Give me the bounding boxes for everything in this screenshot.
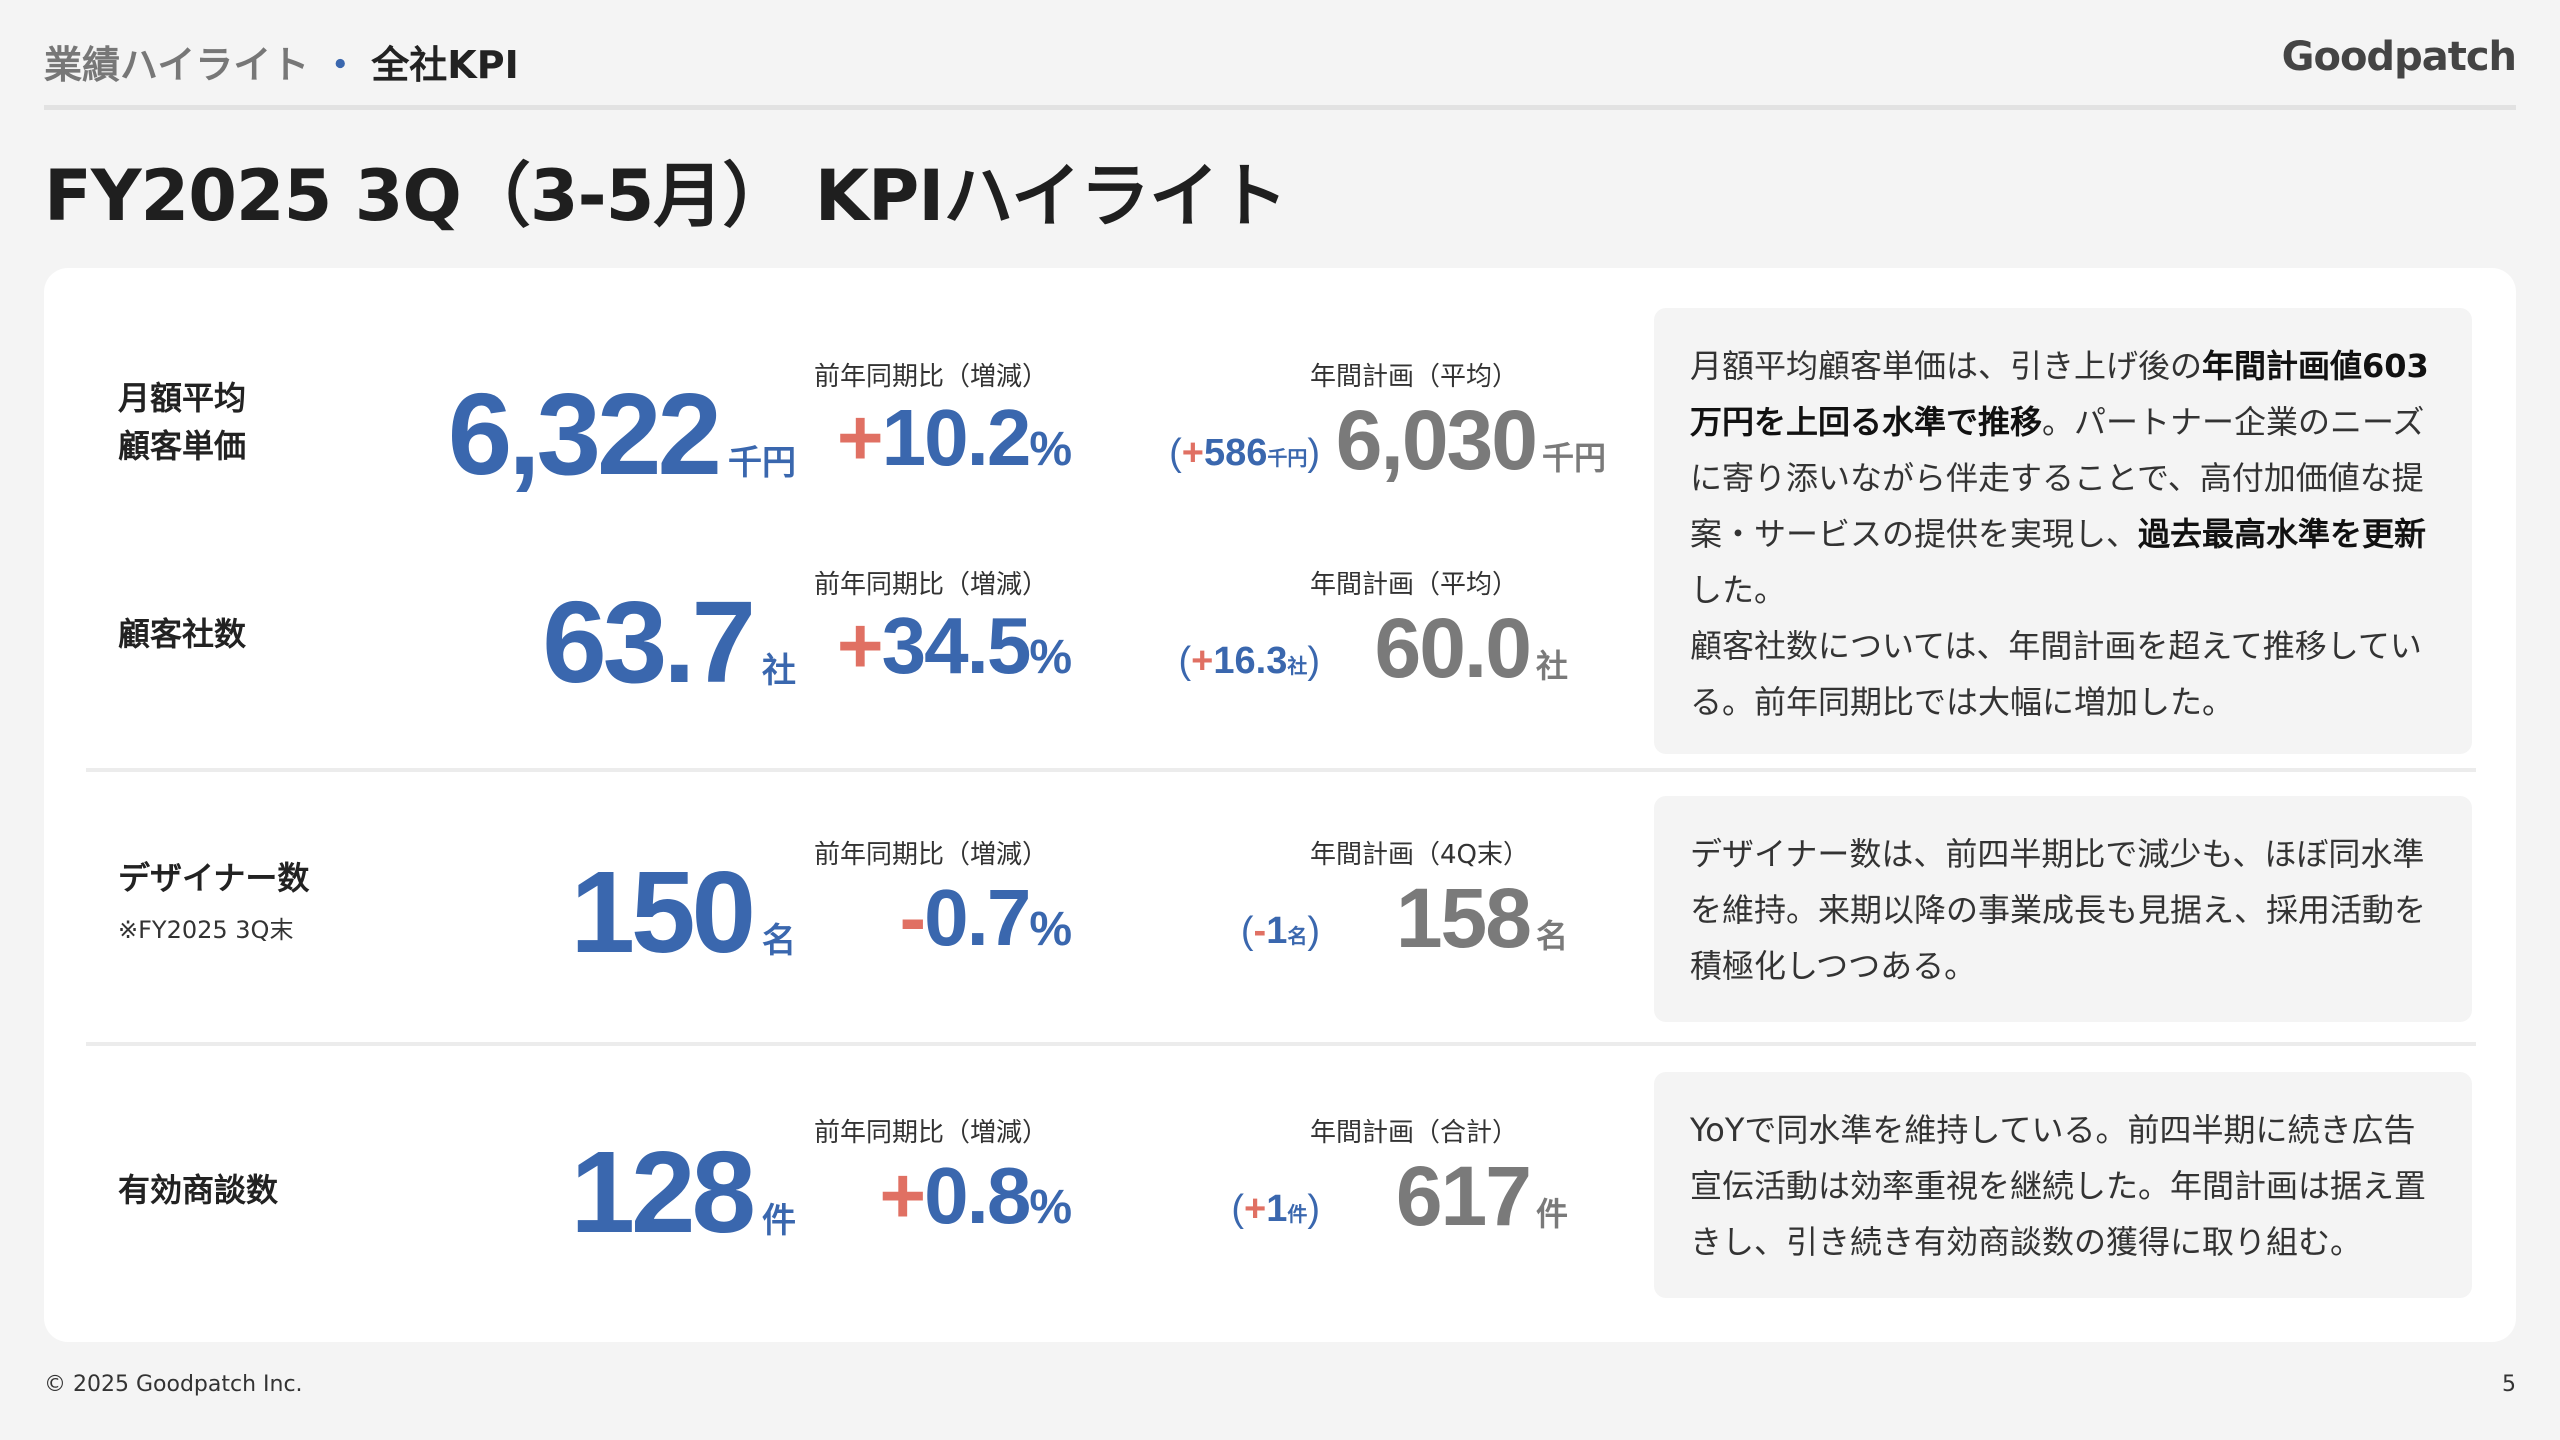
diff-number-price: 586 <box>1203 432 1268 474</box>
page-number: 5 <box>2502 1372 2516 1397</box>
diff-sign-clients: + <box>1191 640 1214 682</box>
kpi-value-meetings-unit: 件 <box>762 1201 796 1241</box>
yoy-number-clients: 34.5 <box>881 601 1032 690</box>
plan-value-meetings: 617 件 <box>1396 1154 1568 1238</box>
kpi-label-price-line2: 顧客単価 <box>118 427 247 465</box>
yoy-pct-designers: -0.7% <box>899 873 1072 962</box>
yoy-sign-designers: - <box>899 873 926 962</box>
diff-number-designers: 1 <box>1266 910 1288 952</box>
plan-value-clients: 60.0 社 <box>1374 606 1568 690</box>
yoy-number-price: 10.2 <box>881 393 1032 482</box>
diff-unit-designers: 名 <box>1287 924 1308 948</box>
diff-sign-designers: - <box>1253 910 1267 952</box>
yoy-sign-price: + <box>836 393 884 482</box>
yoy-diff-designers: (-1名) <box>1240 910 1320 952</box>
yoy-percent-sign-designers: % <box>1029 903 1072 956</box>
yoy-value-designers: -0.7% <box>899 878 1072 958</box>
comment-highlight: 年間計画値603万円を上回る水準で推移 <box>1690 347 2429 441</box>
kpi-card: 月額平均 顧客単価 6,322 千円 前年同期比（増減） +10.2% (+586… <box>44 268 2516 1342</box>
yoy-percent-sign-meetings: % <box>1029 1181 1072 1234</box>
comment-text: した。 <box>1690 571 1787 609</box>
breadcrumb-parent[interactable]: 業績ハイライト <box>44 43 310 87</box>
diff-number-clients: 16.3 <box>1213 640 1288 682</box>
yoy-value-price: +10.2% <box>837 398 1072 478</box>
kpi-value-clients: 63.7 社 <box>542 584 796 700</box>
yoy-percent-sign-price: % <box>1029 423 1072 476</box>
yoy-pct-meetings: +0.8% <box>879 1151 1072 1240</box>
kpi-value-clients-unit: 社 <box>762 651 796 691</box>
yoy-caption-price: 前年同期比（増減） <box>814 362 1049 392</box>
kpi-value-clients-number: 63.7 <box>542 577 756 707</box>
diff-sign-meetings: + <box>1244 1188 1267 1230</box>
yoy-diff-clients: (+16.3社) <box>1178 640 1320 682</box>
plan-number-price: 6,030 <box>1335 393 1538 487</box>
yoy-percent-sign-clients: % <box>1029 631 1072 684</box>
comment-text: デザイナー数は、前四半期比で減少も、ほぼ同水準を維持。来期以降の事業成長も見据え… <box>1690 835 2427 985</box>
diff-unit-price: 千円 <box>1267 446 1308 470</box>
plan-unit-clients: 社 <box>1535 647 1568 685</box>
yoy-diff-meetings: (+1件) <box>1231 1188 1320 1230</box>
comment-text: 月額平均顧客単価は、引き上げ後の <box>1690 347 2203 385</box>
plan-value-designers: 158 名 <box>1396 876 1568 960</box>
plan-unit-designers: 名 <box>1535 917 1568 955</box>
diff-sign-price: + <box>1181 432 1204 474</box>
comment-text: 顧客社数については、年間計画を超えて推移している。前年同期比では大幅に増加した。 <box>1690 627 2422 721</box>
kpi-label-price: 月額平均 顧客単価 <box>118 374 246 470</box>
yoy-number-designers: 0.7 <box>924 873 1031 962</box>
plan-number-clients: 60.0 <box>1374 601 1531 695</box>
kpi-label-price-line1: 月額平均 <box>118 379 247 417</box>
kpi-label-clients: 顧客社数 <box>118 615 247 653</box>
yoy-pct-price: +10.2% <box>837 393 1072 482</box>
plan-caption-price: 年間計画（平均） <box>1310 362 1519 392</box>
kpi-value-price: 6,322 千円 <box>448 376 796 492</box>
comment-meetings: YoYで同水準を維持している。前四半期に続き広告宣伝活動は効率重視を継続した。年… <box>1654 1072 2472 1298</box>
breadcrumb: 業績ハイライト・全社KPI <box>44 34 519 89</box>
page-title: FY2025 3Q（3-5月） KPIハイライト <box>44 155 1288 237</box>
yoy-caption-designers: 前年同期比（増減） <box>814 840 1049 870</box>
plan-caption-meetings: 年間計画（合計） <box>1310 1118 1519 1148</box>
kpi-value-designers-number: 150 <box>570 847 756 977</box>
copyright: © 2025 Goodpatch Inc. <box>44 1372 303 1397</box>
kpi-value-price-number: 6,322 <box>447 369 722 499</box>
comment-text: 。パートナー企業のニーズに寄り添いながら伴走することで、高付加価値な提案・サービ… <box>1690 403 2425 553</box>
kpi-value-meetings: 128 件 <box>570 1134 796 1250</box>
kpi-value-designers-unit: 名 <box>762 921 796 961</box>
yoy-sign-meetings: + <box>879 1151 926 1240</box>
yoy-sign-clients: + <box>836 601 884 690</box>
row-divider <box>86 768 2476 772</box>
plan-caption-designers: 年間計画（4Q末） <box>1310 840 1530 870</box>
kpi-value-meetings-number: 128 <box>570 1127 756 1257</box>
comment-highlight: 過去最高水準を更新 <box>2138 515 2427 553</box>
comment-text: YoYで同水準を維持している。前四半期に続き広告宣伝活動は効率重視を継続した。年… <box>1690 1111 2427 1261</box>
yoy-diff-price: (+586千円) <box>1169 432 1320 474</box>
yoy-value-clients: +34.5% <box>837 606 1072 686</box>
header: 業績ハイライト・全社KPI Goodpatch <box>44 30 2517 110</box>
comment-designers: デザイナー数は、前四半期比で減少も、ほぼ同水準を維持。来期以降の事業成長も見据え… <box>1654 796 2472 1022</box>
plan-caption-clients: 年間計画（平均） <box>1310 570 1519 600</box>
plan-unit-price: 千円 <box>1541 439 1606 477</box>
plan-unit-meetings: 件 <box>1535 1195 1568 1233</box>
diff-unit-meetings: 件 <box>1287 1202 1308 1226</box>
breadcrumb-dot: ・ <box>321 43 360 87</box>
kpi-value-price-unit: 千円 <box>728 443 796 483</box>
plan-value-price: 6,030 千円 <box>1336 398 1606 482</box>
diff-number-meetings: 1 <box>1266 1188 1288 1230</box>
plan-number-meetings: 617 <box>1395 1149 1532 1243</box>
row-divider <box>86 1042 2476 1046</box>
kpi-sublabel-designers: ※FY2025 3Q末 <box>118 916 294 944</box>
diff-unit-clients: 社 <box>1287 654 1308 678</box>
yoy-caption-clients: 前年同期比（増減） <box>814 570 1049 600</box>
breadcrumb-current: 全社KPI <box>371 43 519 87</box>
plan-number-designers: 158 <box>1395 871 1532 965</box>
goodpatch-logo: Goodpatch <box>2281 34 2517 80</box>
kpi-value-designers: 150 名 <box>570 854 796 970</box>
kpi-label-meetings: 有効商談数 <box>118 1171 279 1209</box>
kpi-label-designers: デザイナー数 <box>118 859 310 897</box>
yoy-number-meetings: 0.8 <box>924 1151 1031 1240</box>
yoy-value-meetings: +0.8% <box>879 1156 1072 1236</box>
yoy-pct-clients: +34.5% <box>837 601 1072 690</box>
comment-price-clients: 月額平均顧客単価は、引き上げ後の年間計画値603万円を上回る水準で推移。パートナ… <box>1654 308 2472 754</box>
yoy-caption-meetings: 前年同期比（増減） <box>814 1118 1049 1148</box>
